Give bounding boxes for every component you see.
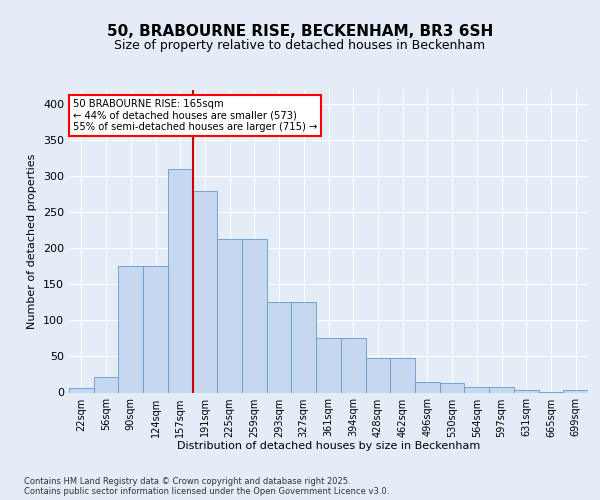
Text: Size of property relative to detached houses in Beckenham: Size of property relative to detached ho… [115, 38, 485, 52]
Bar [316, 338, 341, 392]
X-axis label: Distribution of detached houses by size in Beckenham: Distribution of detached houses by size … [177, 441, 480, 451]
Bar [168, 168, 193, 392]
Bar [217, 239, 242, 392]
Bar [415, 382, 440, 392]
Bar [390, 358, 415, 392]
Bar [143, 266, 168, 392]
Bar [267, 302, 292, 392]
Text: 50, BRABOURNE RISE, BECKENHAM, BR3 6SH: 50, BRABOURNE RISE, BECKENHAM, BR3 6SH [107, 24, 493, 38]
Y-axis label: Number of detached properties: Number of detached properties [28, 154, 37, 329]
Bar [365, 358, 390, 392]
Bar [489, 386, 514, 392]
Text: Contains HM Land Registry data © Crown copyright and database right 2025.
Contai: Contains HM Land Registry data © Crown c… [24, 476, 389, 496]
Bar [514, 390, 539, 392]
Text: 50 BRABOURNE RISE: 165sqm
← 44% of detached houses are smaller (573)
55% of semi: 50 BRABOURNE RISE: 165sqm ← 44% of detac… [73, 98, 317, 132]
Bar [118, 266, 143, 392]
Bar [242, 239, 267, 392]
Bar [341, 338, 365, 392]
Bar [292, 302, 316, 392]
Bar [464, 386, 489, 392]
Bar [440, 383, 464, 392]
Bar [94, 378, 118, 392]
Bar [193, 191, 217, 392]
Bar [69, 388, 94, 392]
Bar [563, 390, 588, 392]
